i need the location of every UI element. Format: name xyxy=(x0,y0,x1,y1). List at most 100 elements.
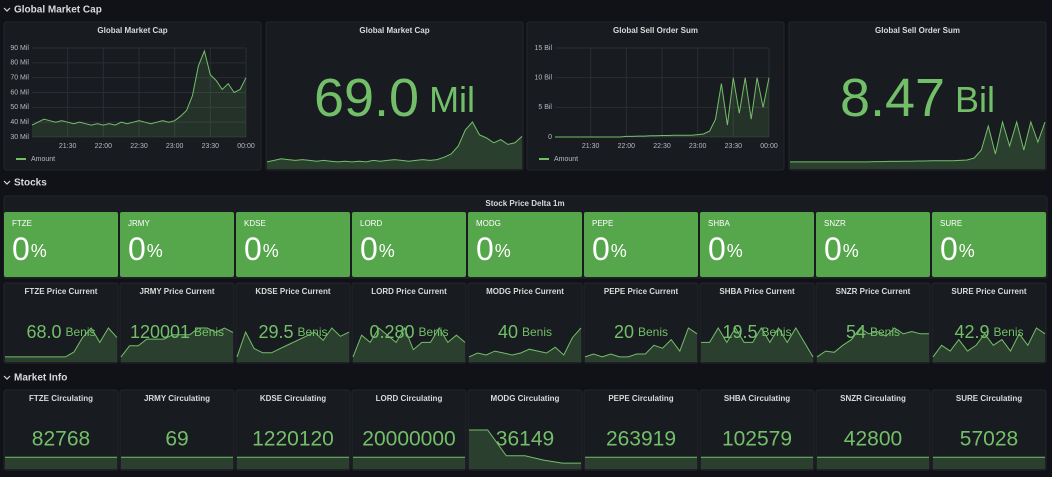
panel xyxy=(931,282,1047,364)
tile-symbol: JRMY xyxy=(128,219,150,228)
panel xyxy=(699,389,815,471)
y-tick-label: 70 Mil xyxy=(10,75,29,82)
sparkline xyxy=(469,429,581,464)
panel xyxy=(235,282,351,364)
delta-number: 0 xyxy=(128,231,146,267)
y-tick-label: 60 Mil xyxy=(10,89,29,96)
delta-tile xyxy=(932,212,1046,277)
row-chevron[interactable] xyxy=(3,180,11,185)
legend-label: Amount xyxy=(554,156,578,163)
tile-value: 0% xyxy=(12,231,47,267)
price-value: 20 Benis xyxy=(614,322,668,342)
panel-title: SURE Circulating xyxy=(956,394,1022,403)
sparkline-fill xyxy=(469,430,581,469)
delta-number: 0 xyxy=(708,231,726,267)
x-tick-label: 23:30 xyxy=(202,143,220,150)
tile-value: 0% xyxy=(128,231,163,267)
sparkline-fill xyxy=(5,328,117,362)
series-area xyxy=(555,77,769,137)
panel xyxy=(467,282,583,364)
price-unit: Benis xyxy=(994,325,1024,339)
sparkline xyxy=(584,327,698,358)
x-tick-label: 22:30 xyxy=(130,143,148,150)
delta-tile xyxy=(352,212,466,277)
row-title[interactable]: Global Market Cap xyxy=(14,5,102,16)
panel xyxy=(351,389,467,471)
x-tick-label: 21:30 xyxy=(582,143,600,150)
series-line xyxy=(31,49,247,126)
panel xyxy=(235,389,351,471)
delta-unit: % xyxy=(31,241,47,261)
tile-symbol: SHBA xyxy=(708,219,730,228)
stat-value: 69.0 Mil xyxy=(314,68,475,128)
delta-tile xyxy=(584,212,698,277)
price-unit: Benis xyxy=(194,325,224,339)
circulating-value: 36149 xyxy=(496,428,554,451)
panel-title: SNZR Circulating xyxy=(840,394,906,403)
tile-value: 0% xyxy=(708,231,743,267)
sparkline-fill xyxy=(585,457,697,469)
price-unit: Benis xyxy=(762,325,792,339)
tile-symbol: PEPE xyxy=(592,219,613,228)
stat-number: 69.0 xyxy=(314,68,419,128)
y-tick-label: 40 Mil xyxy=(10,119,29,126)
panel-title: LORD Circulating xyxy=(376,394,443,403)
panel-title: SHBA Circulating xyxy=(724,394,790,403)
sparkline-fill xyxy=(121,328,233,362)
series-line xyxy=(555,77,770,138)
panel-title: FTZE Price Current xyxy=(25,287,98,296)
y-tick-label: 0 xyxy=(548,134,552,141)
sparkline-fill xyxy=(267,122,522,169)
delta-number: 0 xyxy=(12,231,30,267)
x-tick-label: 23:00 xyxy=(689,143,707,150)
price-value: 40 Benis xyxy=(498,322,552,342)
panel-title: SHBA Price Current xyxy=(719,287,795,296)
sparkline-fill xyxy=(817,457,929,469)
sparkline xyxy=(701,327,814,358)
row-title[interactable]: Market Info xyxy=(14,373,67,384)
panel xyxy=(583,389,699,471)
sparkline xyxy=(120,327,234,358)
sparkline xyxy=(816,327,929,358)
x-tick-label: 21:30 xyxy=(59,143,77,150)
panel xyxy=(3,21,262,171)
delta-tile xyxy=(120,212,234,277)
delta-tile xyxy=(236,212,350,277)
y-tick-label: 30 Mil xyxy=(10,134,29,141)
row-chevron[interactable] xyxy=(3,375,11,380)
price-unit: Benis xyxy=(638,325,668,339)
panel xyxy=(699,282,815,364)
delta-unit: % xyxy=(611,241,627,261)
panel xyxy=(815,389,931,471)
tile-symbol: SNZR xyxy=(824,219,846,228)
tile-value: 0% xyxy=(824,231,859,267)
delta-tile xyxy=(700,212,814,277)
sparkline-fill xyxy=(701,328,813,362)
tile-value: 0% xyxy=(360,231,395,267)
sparkline-fill xyxy=(701,457,813,469)
price-number: 40 xyxy=(498,322,518,342)
row-chevron[interactable] xyxy=(3,7,11,12)
panel-title: Global Market Cap xyxy=(97,26,167,35)
sparkline xyxy=(790,120,1046,163)
x-tick-label: 23:30 xyxy=(725,143,743,150)
panel xyxy=(526,21,785,171)
panel-title: FTZE Circulating xyxy=(29,394,93,403)
circulating-value: 69 xyxy=(165,428,188,451)
stat-unit: Bil xyxy=(955,79,995,120)
panel-title: JRMY Price Current xyxy=(140,287,215,296)
tile-value: 0% xyxy=(940,231,975,267)
price-unit: Benis xyxy=(66,325,96,339)
price-number: 120001 xyxy=(130,322,190,342)
row-title[interactable]: Stocks xyxy=(14,178,47,189)
sparkline-fill xyxy=(585,328,697,362)
sparkline-fill xyxy=(933,457,1045,469)
panel-title: PEPE Price Current xyxy=(604,287,679,296)
y-tick-label: 50 Mil xyxy=(10,104,29,111)
series-area xyxy=(32,51,246,137)
price-value: 42.9 Benis xyxy=(954,322,1023,342)
circulating-value: 20000000 xyxy=(362,428,455,451)
circulating-value: 42800 xyxy=(844,428,902,451)
delta-unit: % xyxy=(147,241,163,261)
